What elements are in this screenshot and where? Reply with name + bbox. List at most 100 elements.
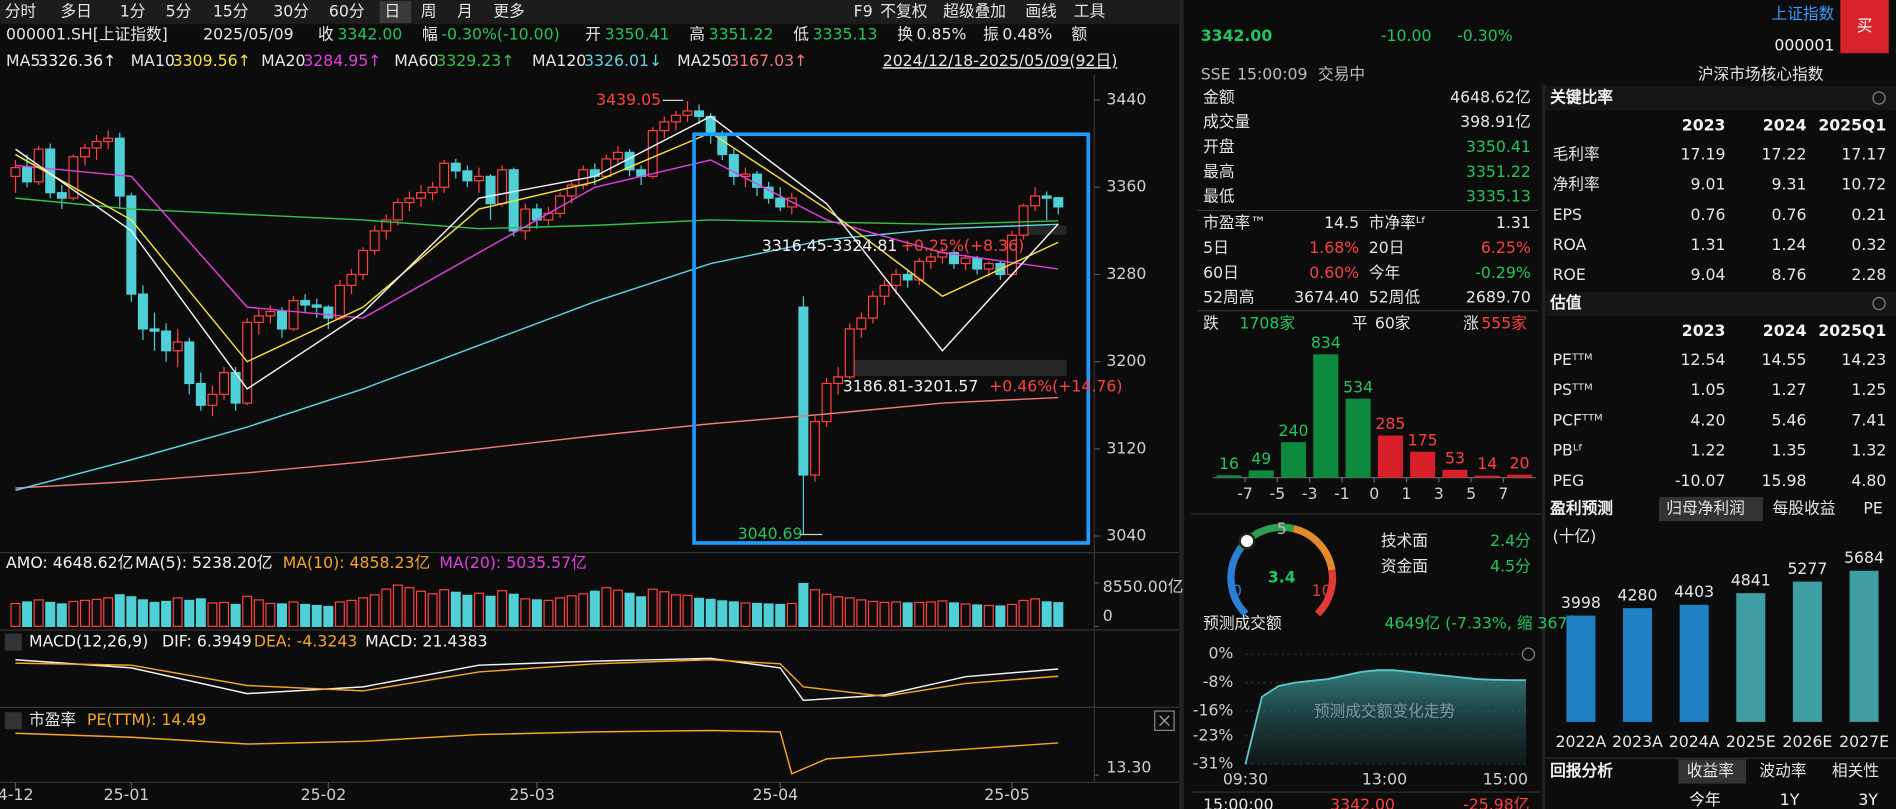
bar (1849, 570, 1879, 722)
volume-bar (601, 587, 612, 627)
label: 3351.22 (1466, 162, 1531, 181)
y-tick-label: 3040 (1106, 526, 1146, 545)
volume-bar (473, 592, 484, 627)
label: 3326.01↓ (584, 51, 662, 70)
label: DEA: -4.3243 (254, 632, 357, 651)
candle-body (867, 295, 878, 319)
candle-body (311, 304, 322, 308)
volume-bar (763, 603, 774, 627)
tab[interactable]: 5分 (166, 2, 192, 21)
label: MA(10): 4858.23亿 (283, 553, 430, 572)
label: 3335.13 (813, 25, 878, 44)
volume-bar (589, 590, 600, 627)
toolbar (0, 0, 1179, 25)
close-button[interactable] (1154, 710, 1175, 731)
x-tick-label: -5 (1270, 484, 1286, 503)
tab[interactable]: 多日 (60, 2, 91, 21)
help-icon (4, 712, 22, 730)
candle-body (56, 192, 67, 199)
ma-line (15, 223, 1059, 491)
volume-bar (694, 597, 705, 627)
tab[interactable]: 周 (421, 2, 437, 21)
y-tick-label: -8% (1203, 672, 1234, 691)
label: 398.91亿 (1460, 112, 1531, 131)
bar (1216, 475, 1242, 478)
volume-bar (624, 592, 635, 627)
label: 交易中 (1318, 64, 1365, 83)
date-range[interactable]: 2024/12/18-2025/05/09(92日) (883, 51, 1118, 70)
label: 收 (318, 25, 334, 44)
tab[interactable]: 日 (385, 2, 401, 21)
section-title: 估值 (1549, 293, 1582, 312)
tool-button[interactable]: F9 (854, 2, 873, 21)
tab[interactable]: 分时 (5, 2, 37, 21)
label: 2689.70 (1466, 288, 1531, 307)
tab[interactable]: 1分 (120, 2, 146, 21)
candle-body (601, 158, 612, 177)
help-icon[interactable] (1521, 647, 1536, 661)
bar (1248, 470, 1274, 478)
x-tick-label: 2023A (1612, 732, 1663, 751)
tab[interactable]: 月 (457, 2, 473, 21)
collapse-icon[interactable] (1872, 91, 1886, 105)
bar (1345, 398, 1371, 478)
volume-bar (427, 593, 438, 627)
volume-bar (659, 591, 670, 627)
candle-body (195, 382, 206, 406)
volume-bar (369, 594, 380, 627)
volume-bar (670, 594, 681, 627)
label: 60日 (1203, 263, 1239, 282)
volume-bar (728, 601, 739, 627)
label: 1.68% (1309, 238, 1359, 257)
value-label: 16 (1219, 454, 1239, 473)
label: MA10 (131, 51, 175, 70)
buy-label[interactable]: 买 (1857, 16, 1873, 35)
tab[interactable]: 每股收益 (1773, 499, 1836, 518)
tab[interactable]: PE (1863, 499, 1882, 518)
tab[interactable]: 收益率 (1687, 761, 1734, 780)
buy-button[interactable] (1840, 0, 1889, 54)
candle-body (682, 110, 693, 116)
volume-bar (1030, 598, 1041, 627)
volume-bar (358, 597, 369, 627)
volume-bar (821, 593, 832, 627)
collapse-icon[interactable] (1872, 296, 1886, 311)
volume-bar (219, 601, 230, 627)
tab[interactable]: 60分 (329, 2, 365, 21)
gauge-knob (1238, 532, 1256, 550)
volume-bar (137, 599, 148, 627)
label: PE(TTM): 14.49 (87, 710, 206, 729)
tab[interactable]: 15分 (213, 2, 249, 21)
volume-bar (161, 600, 172, 627)
tool-button[interactable]: 超级叠加 (943, 2, 1006, 21)
label: MA(5): 5238.20亿 (135, 553, 272, 572)
label: 3309.56↑ (173, 51, 251, 70)
watermark: 预测成交额变化走势 (1314, 702, 1456, 721)
x-tick-label: 5 (1466, 484, 1476, 503)
volume-bar (103, 597, 114, 627)
tab[interactable]: 30分 (273, 2, 309, 21)
candle-body (821, 382, 832, 423)
volume-bar (497, 590, 508, 627)
candle-body (103, 137, 114, 143)
y-tick-label: -31% (1193, 754, 1234, 773)
column-header: 1Y (1780, 790, 1800, 809)
volume-bar (1041, 601, 1052, 627)
x-tick-label: 2022A (1556, 732, 1607, 751)
volume-bar (311, 604, 322, 627)
candle-body (647, 129, 658, 177)
column-header: 3Y (1858, 790, 1878, 809)
cell: 0.76 (1772, 205, 1807, 224)
value-label: 834 (1311, 333, 1341, 352)
tab[interactable]: 更多 (493, 2, 524, 21)
tool-button[interactable]: 工具 (1074, 2, 1106, 21)
tab[interactable]: 相关性 (1832, 761, 1879, 780)
volume-bar (612, 589, 623, 627)
tab[interactable]: 归母净利润 (1666, 499, 1745, 518)
tool-button[interactable]: 不复权 (880, 2, 927, 21)
x-tick-label: 2024A (1669, 732, 1720, 751)
close-icon (1159, 715, 1170, 726)
pe-line (15, 729, 1059, 775)
tool-button[interactable]: 画线 (1025, 2, 1057, 21)
tab[interactable]: 波动率 (1759, 761, 1806, 780)
